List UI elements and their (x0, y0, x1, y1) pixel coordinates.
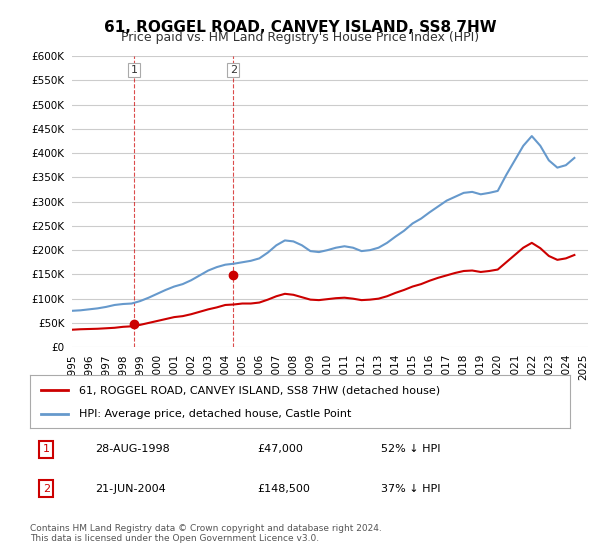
Text: 21-JUN-2004: 21-JUN-2004 (95, 484, 166, 493)
Text: 52% ↓ HPI: 52% ↓ HPI (381, 445, 440, 454)
Text: 61, ROGGEL ROAD, CANVEY ISLAND, SS8 7HW (detached house): 61, ROGGEL ROAD, CANVEY ISLAND, SS8 7HW … (79, 385, 440, 395)
Text: 37% ↓ HPI: 37% ↓ HPI (381, 484, 440, 493)
Text: Price paid vs. HM Land Registry's House Price Index (HPI): Price paid vs. HM Land Registry's House … (121, 31, 479, 44)
Text: 2: 2 (43, 484, 50, 493)
Text: 1: 1 (43, 445, 50, 454)
Text: £47,000: £47,000 (257, 445, 302, 454)
Text: 61, ROGGEL ROAD, CANVEY ISLAND, SS8 7HW: 61, ROGGEL ROAD, CANVEY ISLAND, SS8 7HW (104, 20, 496, 35)
Text: 1: 1 (131, 65, 137, 74)
Text: 28-AUG-1998: 28-AUG-1998 (95, 445, 170, 454)
Text: Contains HM Land Registry data © Crown copyright and database right 2024.
This d: Contains HM Land Registry data © Crown c… (30, 524, 382, 543)
Text: HPI: Average price, detached house, Castle Point: HPI: Average price, detached house, Cast… (79, 408, 351, 418)
Text: £148,500: £148,500 (257, 484, 310, 493)
Text: 2: 2 (230, 65, 237, 74)
